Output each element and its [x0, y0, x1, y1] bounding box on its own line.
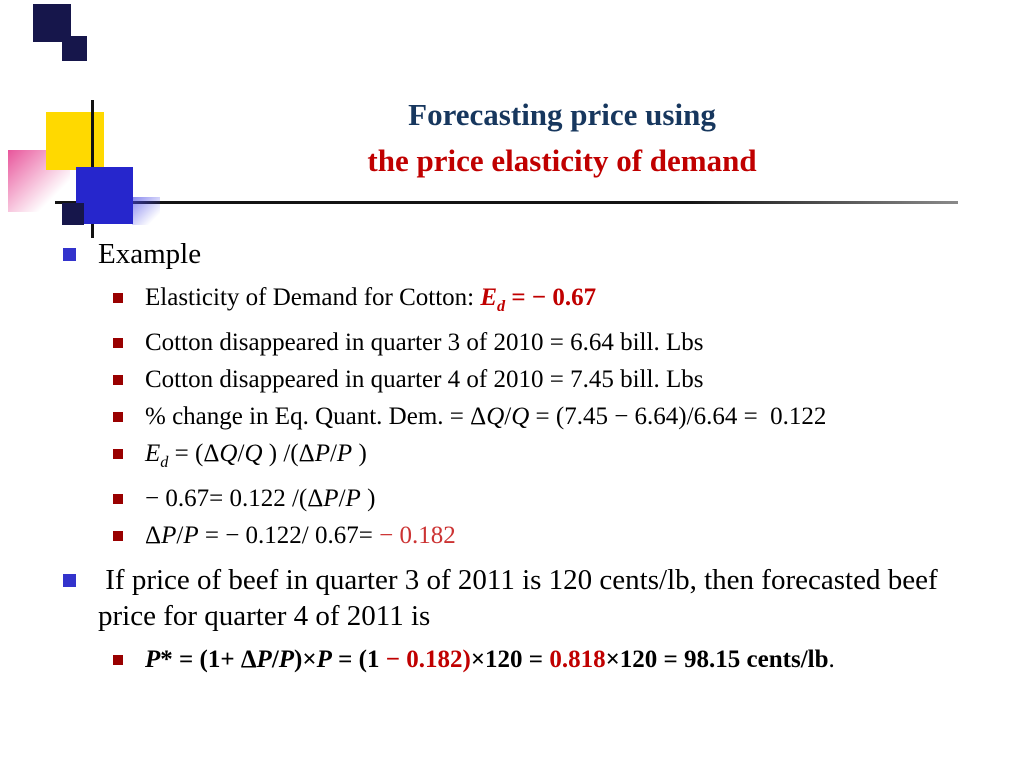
- bullet-marker: [113, 449, 123, 459]
- bullet-text: ΔP/P = − 0.122/ 0.67= − 0.182: [145, 522, 456, 549]
- title-line-2: the price elasticity of demand: [367, 143, 757, 178]
- bullet-marker: [113, 338, 123, 348]
- bullet-text: If price of beef in quarter 3 of 2011 is…: [98, 564, 945, 632]
- bullet-text: P* = (1+ ΔP/P)×P = (1 − 0.182)×120 = 0.8…: [145, 646, 835, 673]
- bullet-text: % change in Eq. Quant. Dem. = ΔQ/Q = (7.…: [145, 403, 827, 430]
- bullet-item: − 0.67= 0.122 /(ΔP/P ): [113, 483, 985, 515]
- bullet-text: Elasticity of Demand for Cotton: Ed = − …: [145, 284, 597, 315]
- bullet-marker: [113, 375, 123, 385]
- bullet-item: P* = (1+ ΔP/P)×P = (1 − 0.182)×120 = 0.8…: [113, 644, 985, 676]
- bullet-marker: [113, 655, 123, 665]
- bullet-text: Ed = (ΔQ/Q ) /(ΔP/P ): [145, 440, 367, 471]
- bullet-item: Ed = (ΔQ/Q ) /(ΔP/P ): [113, 438, 985, 478]
- bullet-list: Example Elasticity of Demand for Cotton: …: [55, 226, 985, 681]
- bullet-item: Cotton disappeared in quarter 3 of 2010 …: [113, 327, 985, 359]
- bullet-marker: [63, 248, 76, 261]
- bullet-item: Example: [63, 236, 985, 272]
- bullet-item: ΔP/P = − 0.122/ 0.67= − 0.182: [113, 520, 985, 552]
- horizontal-rule: [55, 201, 958, 204]
- bullet-marker: [113, 531, 123, 541]
- bullet-marker: [113, 412, 123, 422]
- bullet-text: Cotton disappeared in quarter 3 of 2010 …: [145, 329, 704, 356]
- title-line-1: Forecasting price using: [408, 97, 716, 132]
- bullet-text: Cotton disappeared in quarter 4 of 2010 …: [145, 366, 704, 393]
- decor-square-navy-top-2: [62, 36, 87, 61]
- decor-square-yellow: [46, 112, 104, 170]
- bullet-marker: [63, 574, 76, 587]
- bullet-text: Example: [98, 238, 202, 270]
- decor-square-navy-top: [33, 4, 71, 42]
- bullet-marker: [113, 293, 123, 303]
- bullet-item: Cotton disappeared in quarter 4 of 2010 …: [113, 364, 985, 396]
- decor-square-blue: [76, 167, 133, 224]
- bullet-item: Elasticity of Demand for Cotton: Ed = − …: [113, 282, 985, 322]
- decor-square-blue-fade: [132, 197, 160, 225]
- bullet-marker: [113, 494, 123, 504]
- bullet-text: − 0.67= 0.122 /(ΔP/P ): [145, 485, 376, 512]
- bullet-item: % change in Eq. Quant. Dem. = ΔQ/Q = (7.…: [113, 401, 985, 433]
- slide-title: Forecasting price using the price elasti…: [100, 92, 1024, 184]
- bullet-item: If price of beef in quarter 3 of 2011 is…: [63, 562, 985, 634]
- decor-square-navy-small: [62, 203, 84, 225]
